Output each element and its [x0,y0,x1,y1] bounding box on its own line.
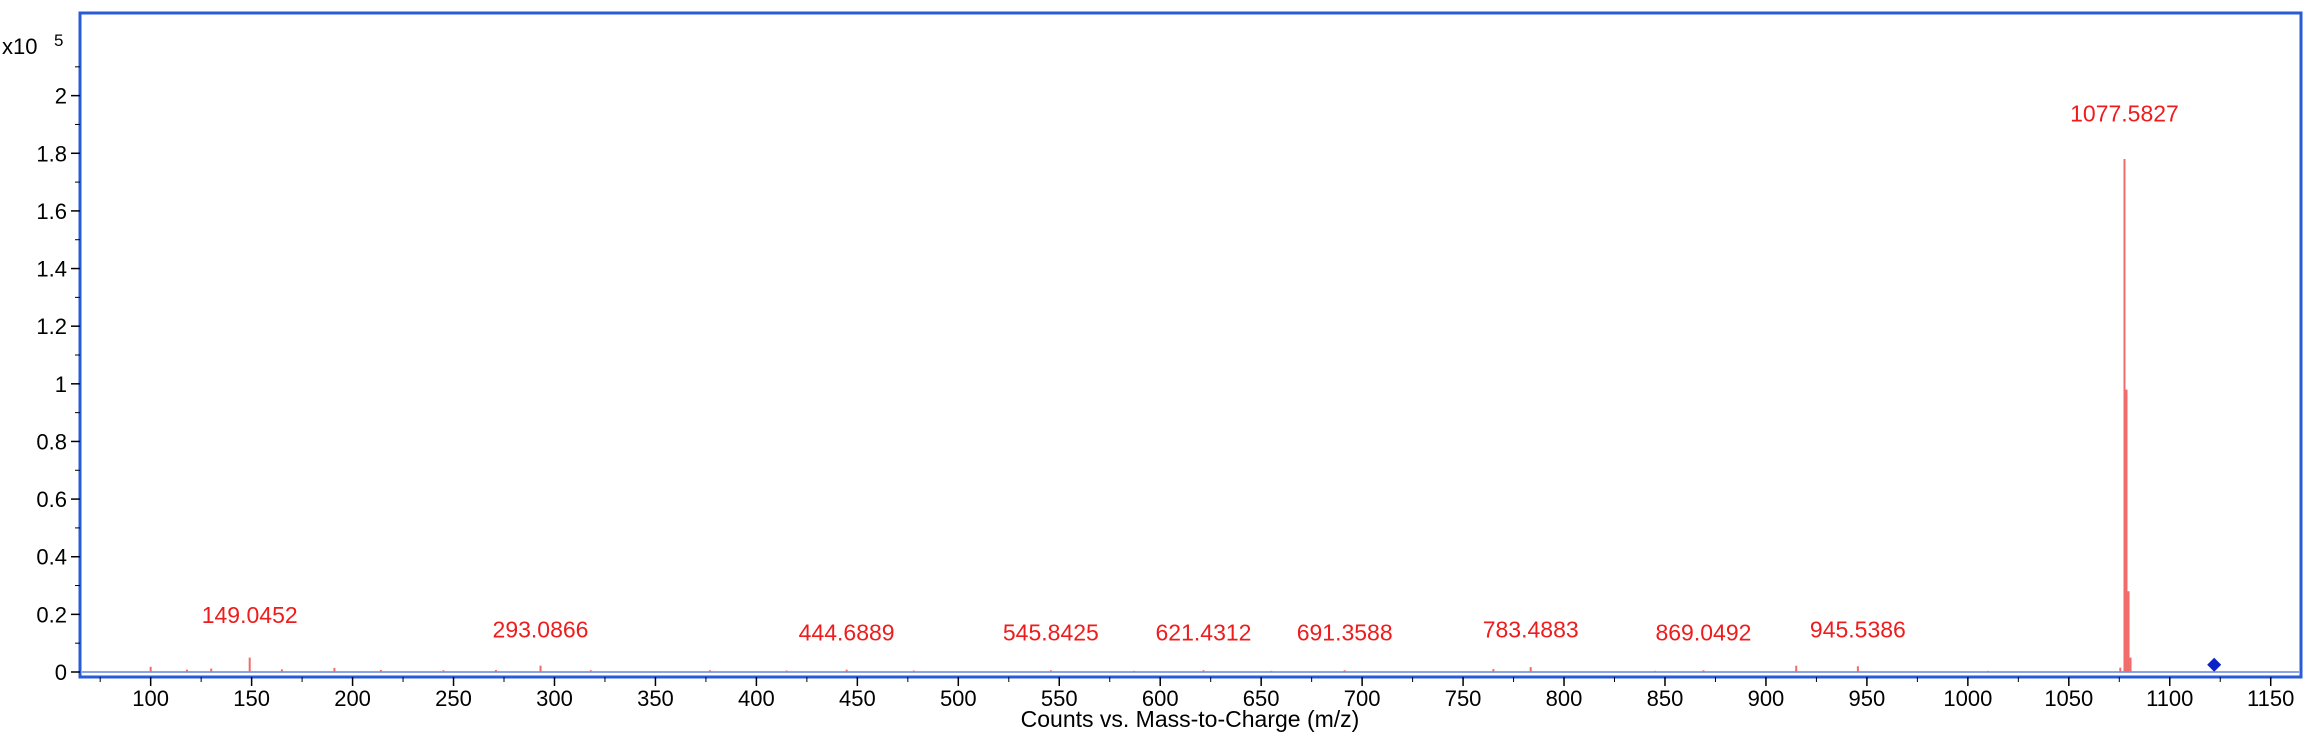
y-multiplier-base: x10 [2,34,37,59]
y-tick-label-8: 1.6 [36,199,67,224]
x-tick-label-350: 350 [637,686,674,711]
y-multiplier-exponent: 5 [54,31,63,50]
x-tick-label-450: 450 [839,686,876,711]
peak-label-3: 545.8425 [1003,619,1099,645]
x-tick-label-500: 500 [940,686,977,711]
peak-label-6: 783.4883 [1483,616,1579,642]
x-tick-label-250: 250 [435,686,472,711]
x-tick-label-300: 300 [536,686,573,711]
peak-labels: 149.0452 293.0866 444.6889 545.8425 621.4312… [202,101,2179,646]
y-axis: 0 0.2 0.4 0.6 0.8 1 1.2 1.4 1.6 1.8 2 [36,66,80,685]
x-tick-label-400: 400 [738,686,775,711]
peak-label-4: 621.4312 [1156,619,1252,645]
x-tick-label-850: 850 [1647,686,1684,711]
x-tick-label-1050: 1050 [2044,686,2093,711]
y-tick-label-4: 0.8 [36,429,67,454]
x-tick-label-1150: 1150 [2247,686,2294,711]
y-tick-label-0: 0 [55,660,67,685]
x-tick-label-950: 950 [1849,686,1886,711]
y-axis-multiplier: x10 5 [2,31,63,59]
x-tick-label-100: 100 [132,686,169,711]
x-tick-label-550: 550 [1041,686,1078,711]
x-axis: 100 150 200 250 300 350 400 450 500 550 600 650 700 7… [99,677,2294,711]
x-tick-label-200: 200 [334,686,371,711]
y-tick-label-3: 0.6 [36,487,67,512]
x-tick-label-150: 150 [233,686,270,711]
peak-label-7: 869.0492 [1655,619,1751,645]
peak-label-0: 149.0452 [202,602,298,628]
y-tick-label-6: 1.2 [36,314,67,339]
y-tick-label-9: 1.8 [36,141,67,166]
x-tick-label-900: 900 [1748,686,1785,711]
y-tick-label-1: 0.2 [36,602,67,627]
peak-label-9: 1077.5827 [2070,101,2179,127]
peak-label-2: 444.6889 [799,619,895,645]
peak-label-5: 691.3588 [1297,619,1393,645]
y-tick-label-10: 2 [55,84,67,109]
plot-layer [82,159,2299,673]
x-tick-label-1000: 1000 [1943,686,1992,711]
peak-label-1: 293.0866 [493,616,589,642]
x-tick-label-700: 700 [1344,686,1381,711]
diamond-marker [2207,657,2222,672]
x-tick-label-800: 800 [1546,686,1583,711]
x-tick-label-600: 600 [1142,686,1179,711]
y-tick-label-5: 1 [55,372,67,397]
y-tick-label-7: 1.4 [36,257,67,282]
peak-label-8: 945.5386 [1810,616,1906,642]
x-axis-title: Counts vs. Mass-to-Charge (m/z) [1021,706,1360,732]
y-tick-label-2: 0.4 [36,545,67,570]
x-tick-label-1100: 1100 [2146,686,2193,711]
plot-frame [78,11,2303,679]
x-tick-label-750: 750 [1445,686,1482,711]
x-tick-label-650: 650 [1243,686,1280,711]
